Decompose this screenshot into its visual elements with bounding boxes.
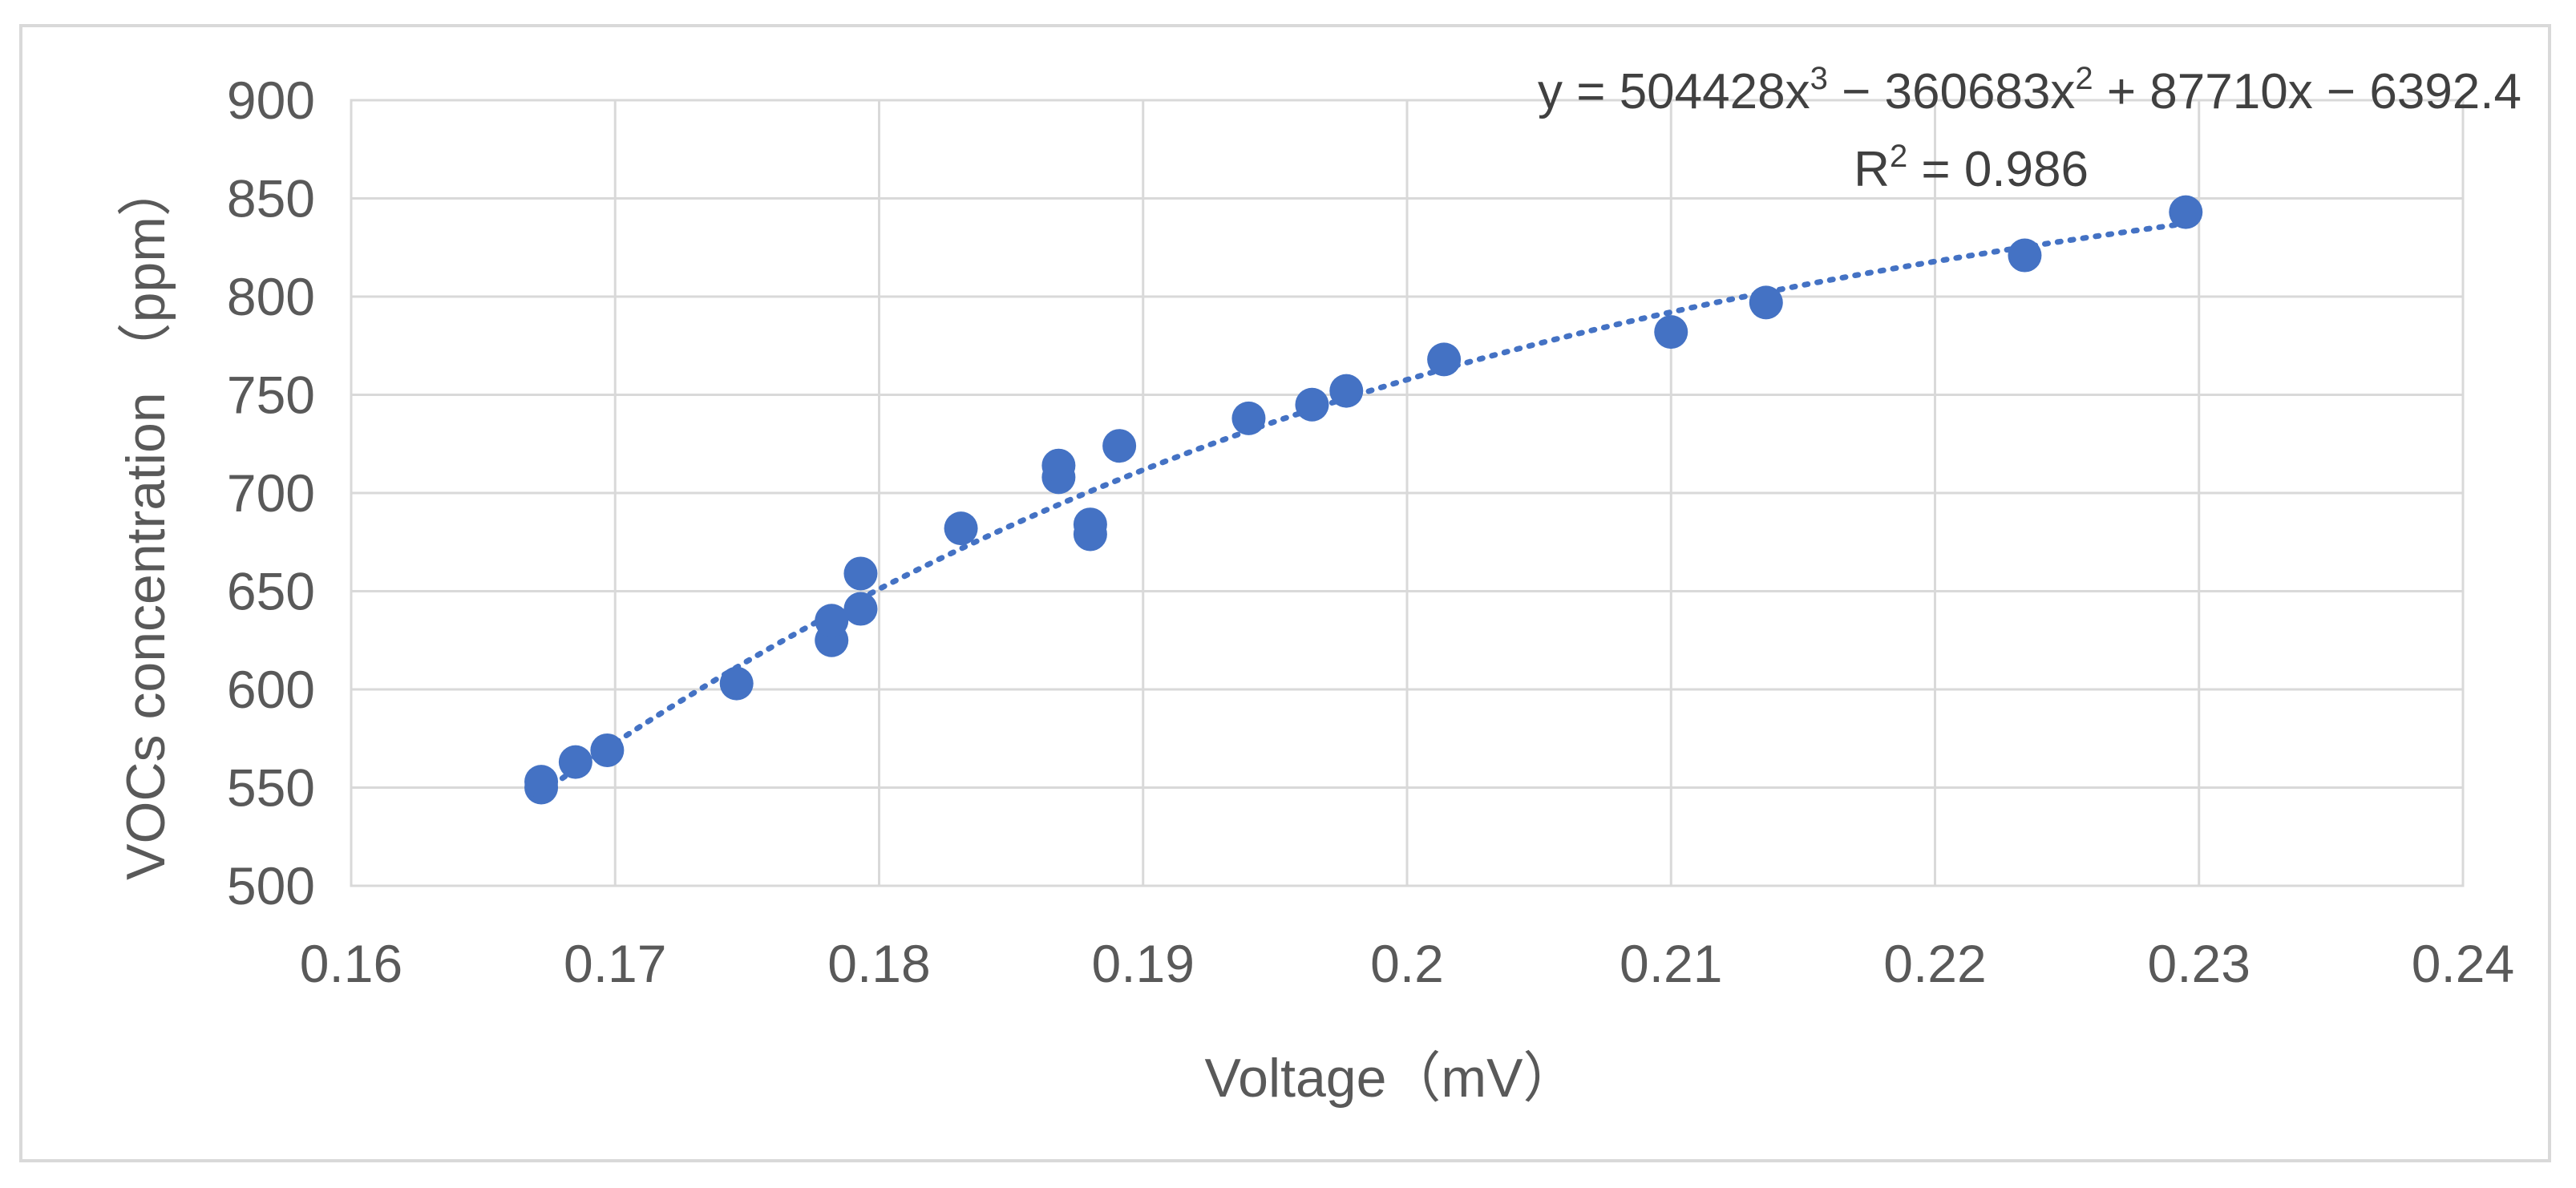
data-point: [1427, 342, 1462, 377]
data-point: [1654, 315, 1688, 350]
data-point: [2169, 195, 2203, 229]
data-point: [944, 511, 978, 546]
data-point: [590, 733, 625, 767]
x-tick-label: 0.18: [827, 934, 930, 993]
r-squared-exp: 2: [1890, 139, 1907, 174]
x-tick-label: 0.24: [2412, 934, 2514, 993]
x-tick-label: 0.21: [1620, 934, 1722, 993]
x-tick-label: 0.17: [564, 934, 666, 993]
trendline-equation: y = 504428x3 − 360683x2 + 87710x − 6392.…: [1538, 61, 2521, 119]
data-point: [1102, 429, 1137, 463]
y-tick-label: 550: [227, 758, 315, 818]
x-tick-label: 0.22: [1883, 934, 1986, 993]
y-tick-label: 600: [227, 660, 315, 719]
equation-exp-2: 2: [2075, 61, 2093, 96]
equation-exp-3: 3: [1810, 61, 1828, 96]
y-tick-label: 500: [227, 856, 315, 915]
r-squared-label: R2 = 0.986: [1854, 139, 2089, 197]
equation-prefix: y = 504428x: [1538, 64, 1810, 119]
axes: [350, 99, 2465, 887]
data-point: [1295, 387, 1329, 422]
data-points: [524, 195, 2203, 805]
x-axis-title: Voltage（mV）: [1205, 1048, 1578, 1109]
grid-lines: [350, 99, 2465, 887]
y-axis-title: VOCs concentration （ppm）: [115, 162, 176, 880]
data-point: [2008, 238, 2042, 273]
equation-term-2: − 360683x: [1828, 64, 2076, 119]
data-point: [815, 604, 849, 638]
x-tick-label: 0.2: [1370, 934, 1444, 993]
chart-frame: [19, 24, 2551, 1162]
trendline-path: [538, 220, 2189, 796]
data-point: [1749, 285, 1783, 320]
trendline: [538, 220, 2189, 796]
data-point: [558, 745, 592, 779]
plot-area-border: [350, 99, 2465, 887]
x-tick-label: 0.16: [300, 934, 402, 993]
data-point: [1231, 401, 1266, 435]
x-tick-label: 0.19: [1092, 934, 1195, 993]
y-tick-label: 800: [227, 267, 315, 326]
x-tick-label: 0.23: [2148, 934, 2250, 993]
x-tick-labels: 0.16 0.17 0.18 0.19 0.2 0.21 0.22 0.23 0.24: [300, 934, 2514, 993]
y-tick-labels: 500 550 600 650 700 750 800 850 900: [227, 71, 315, 915]
data-point: [843, 592, 878, 626]
data-point: [843, 556, 878, 591]
data-point: [719, 666, 754, 701]
data-point: [1329, 374, 1364, 408]
y-tick-label: 750: [227, 366, 315, 425]
data-point: [524, 765, 559, 799]
equation-term-rest: + 87710x − 6392.4: [2093, 64, 2521, 119]
y-tick-label: 900: [227, 71, 315, 130]
y-tick-label: 700: [227, 463, 315, 523]
data-point: [1073, 507, 1107, 542]
y-tick-label: 850: [227, 169, 315, 228]
r-squared-value: = 0.986: [1907, 142, 2089, 197]
data-point: [1041, 448, 1076, 483]
y-tick-label: 650: [227, 562, 315, 621]
r-squared-prefix: R: [1854, 142, 1890, 197]
